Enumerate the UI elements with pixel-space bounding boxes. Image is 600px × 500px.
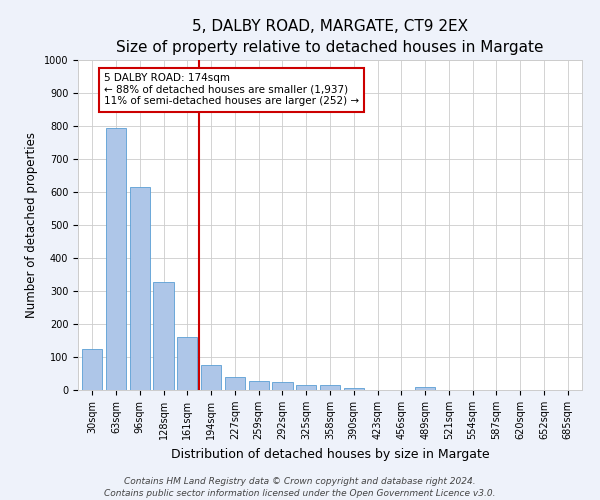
Bar [201,364,221,390]
Bar [154,282,173,390]
Title: 5, DALBY ROAD, MARGATE, CT9 2EX
Size of property relative to detached houses in : 5, DALBY ROAD, MARGATE, CT9 2EX Size of … [116,18,544,55]
Text: 5 DALBY ROAD: 174sqm
← 88% of detached houses are smaller (1,937)
11% of semi-de: 5 DALBY ROAD: 174sqm ← 88% of detached h… [104,73,359,106]
Bar [344,388,364,390]
Bar [296,384,316,390]
Bar [106,128,126,390]
X-axis label: Distribution of detached houses by size in Margate: Distribution of detached houses by size … [170,448,490,460]
Y-axis label: Number of detached properties: Number of detached properties [25,132,38,318]
Bar [82,349,103,390]
Bar [415,386,435,390]
Bar [272,382,293,390]
Bar [130,187,150,390]
Bar [320,385,340,390]
Text: Contains HM Land Registry data © Crown copyright and database right 2024.
Contai: Contains HM Land Registry data © Crown c… [104,476,496,498]
Bar [248,381,269,390]
Bar [177,337,197,390]
Bar [225,377,245,390]
